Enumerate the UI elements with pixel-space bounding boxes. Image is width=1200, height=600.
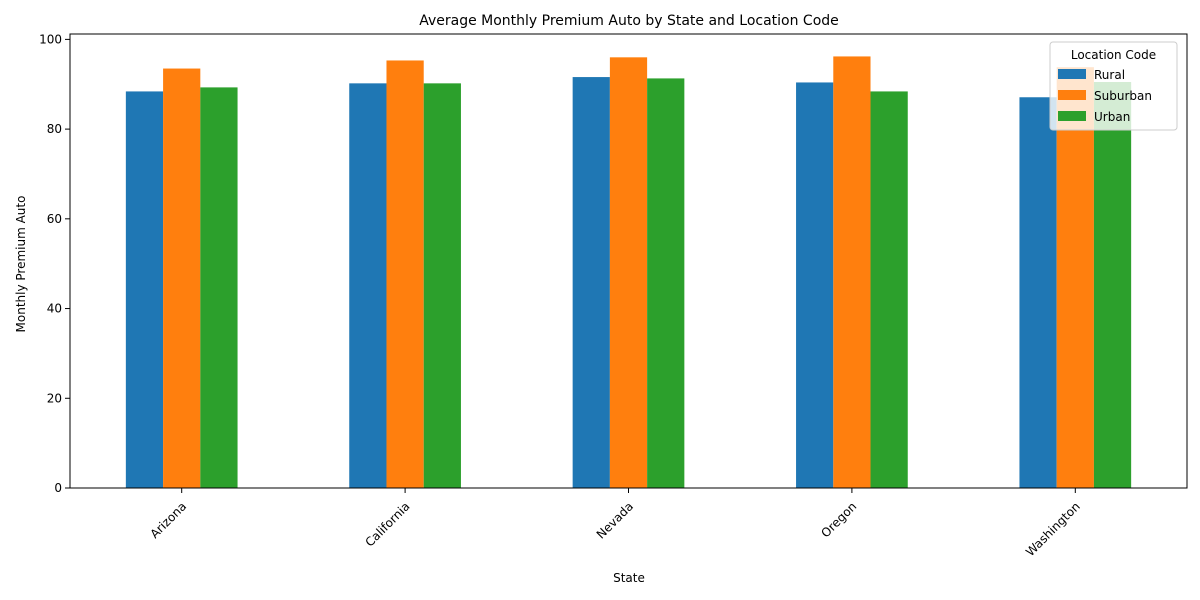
legend-title: Location Code — [1071, 48, 1156, 62]
y-tick-label: 40 — [47, 302, 62, 316]
x-tick-label: California — [362, 499, 412, 549]
x-tick-label: Nevada — [594, 499, 636, 541]
legend-label-suburban: Suburban — [1094, 89, 1152, 103]
bar-rural-california — [349, 83, 387, 488]
legend-swatch-urban — [1058, 111, 1086, 121]
y-tick-label: 20 — [47, 391, 62, 405]
legend-label-urban: Urban — [1094, 110, 1130, 124]
chart-title: Average Monthly Premium Auto by State an… — [419, 13, 839, 29]
y-tick-label: 100 — [39, 32, 62, 46]
bar-suburban-washington — [1056, 67, 1094, 488]
bar-rural-washington — [1019, 97, 1057, 488]
y-tick-label: 80 — [47, 122, 62, 136]
legend-swatch-suburban — [1058, 90, 1086, 100]
bar-rural-arizona — [125, 91, 164, 489]
legend-swatch-rural — [1058, 69, 1086, 79]
axes-frame — [69, 33, 1188, 489]
legend-label-rural: Rural — [1094, 68, 1125, 82]
plot-area: 0 20 40 60 80 100 Arizona California Nevada Orego… — [39, 32, 1188, 559]
bar-rural-nevada — [572, 77, 610, 488]
x-axis-label: State — [613, 571, 645, 585]
bar-urban-arizona — [200, 87, 238, 488]
legend-box — [1049, 41, 1178, 131]
bar-urban-california — [423, 83, 461, 488]
bar-suburban-california — [386, 60, 424, 488]
x-tick-label: Arizona — [147, 499, 189, 541]
bar-rural-oregon — [796, 82, 834, 488]
y-tick-label: 0 — [54, 481, 62, 495]
x-tick-label: Washington — [1023, 499, 1083, 559]
bar-suburban-arizona — [163, 68, 201, 488]
x-tick-label: Oregon — [818, 499, 859, 540]
y-axis-label: Monthly Premium Auto — [14, 196, 28, 333]
legend: Location Code Rural Suburban Urban — [1049, 41, 1178, 131]
y-tick-label: 60 — [47, 212, 62, 226]
bar-urban-oregon — [870, 91, 908, 489]
bar-suburban-oregon — [833, 56, 871, 489]
bar-urban-nevada — [647, 78, 685, 489]
bar-urban-washington — [1093, 82, 1132, 488]
bar-suburban-nevada — [609, 57, 648, 488]
